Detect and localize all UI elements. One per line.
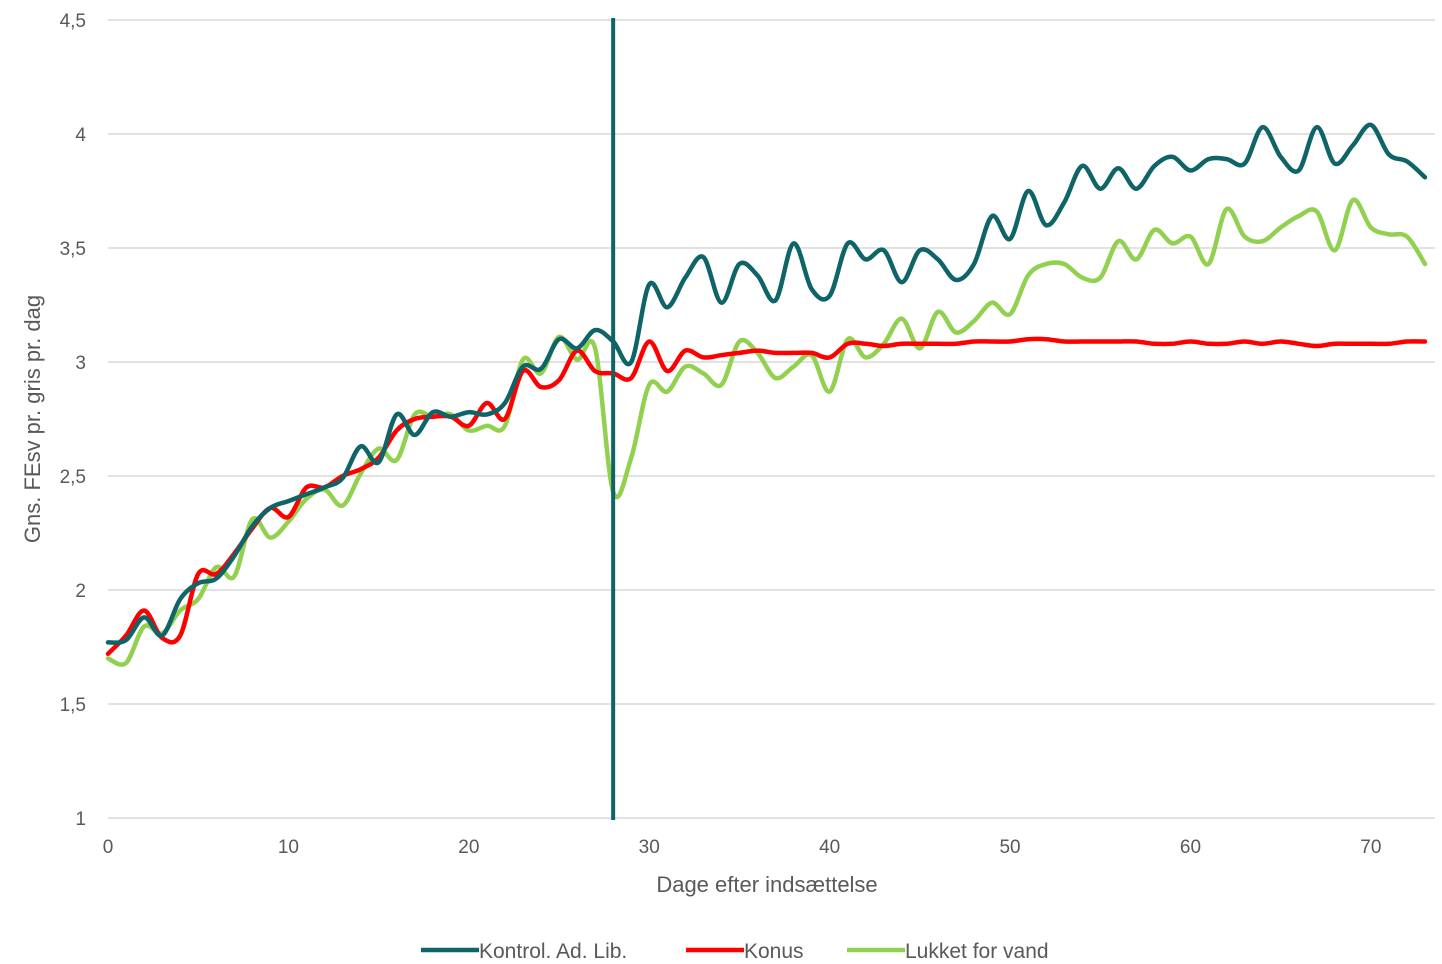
x-axis-ticks: 0 10 20 30 40 50 60 70 [103,837,1382,858]
y-axis-title: Gns. FEsv pr. gris pr. dag [20,295,45,543]
y-tick-label: 4,5 [60,11,86,32]
x-tick-label: 50 [999,837,1020,858]
y-tick-label: 1,5 [60,695,86,716]
x-tick-label: 70 [1360,837,1381,858]
x-tick-label: 0 [103,837,114,858]
x-tick-label: 30 [639,837,660,858]
x-tick-label: 40 [819,837,840,858]
x-tick-label: 10 [278,837,299,858]
y-tick-label: 2 [75,581,86,602]
series-lines [105,122,1428,667]
x-axis-title: Dage efter indsættelse [656,872,877,897]
series-line-2 [105,197,1428,667]
y-tick-label: 4 [75,125,86,146]
legend-label: Lukket for vand [905,940,1049,963]
y-tick-label: 2,5 [60,467,86,488]
x-tick-label: 20 [458,837,479,858]
y-tick-label: 3 [75,353,86,374]
y-axis-ticks: 1 1,5 2 2,5 3 3,5 4 4,5 [60,11,87,830]
legend: Kontrol. Ad. Lib. Konus Lukket for vand [421,940,1049,963]
legend-label: Konus [744,940,804,963]
series-line-0 [105,122,1428,645]
x-tick-label: 60 [1180,837,1201,858]
y-tick-label: 3,5 [60,239,86,260]
grid-lines [108,19,1435,819]
y-tick-label: 1 [75,809,86,830]
legend-label: Kontrol. Ad. Lib. [479,940,627,963]
